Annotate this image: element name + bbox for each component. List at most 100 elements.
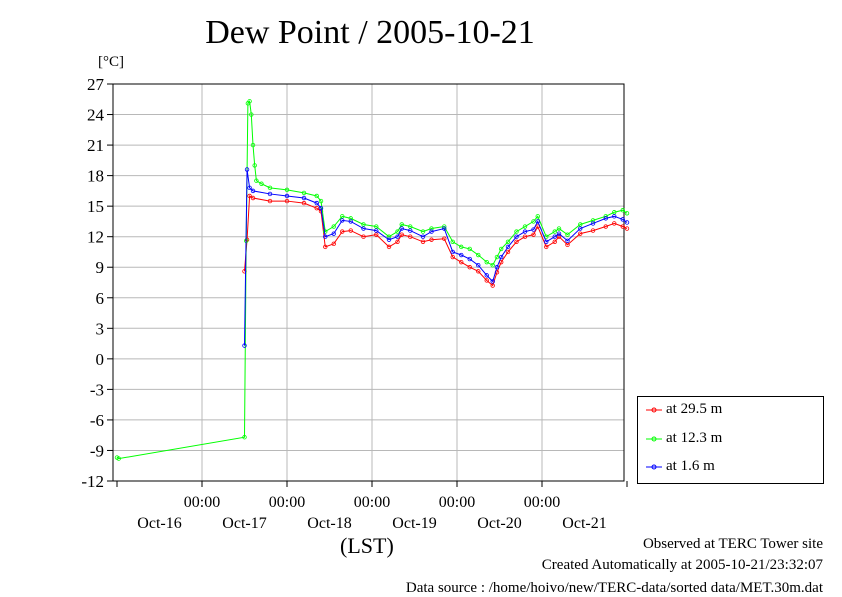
x-tick-date-label: Oct-17 — [222, 515, 266, 532]
series-point-0 — [247, 193, 252, 199]
series-point-0 — [624, 226, 630, 231]
series-point-1 — [420, 229, 426, 234]
series-point-2 — [490, 279, 495, 284]
series-point-2 — [590, 221, 596, 226]
y-tick-label: 15 — [87, 197, 104, 216]
series-point-1 — [348, 216, 353, 221]
series-point-1 — [386, 234, 392, 239]
series-point-2 — [250, 188, 256, 194]
series-point-1 — [459, 244, 464, 250]
series-point-2 — [467, 256, 472, 262]
series-point-2 — [514, 234, 519, 239]
series-point-1 — [565, 232, 570, 237]
series-point-2 — [544, 239, 549, 244]
y-tick-label: -12 — [81, 472, 104, 491]
series-point-1 — [116, 456, 121, 461]
y-axis-unit-label: [°C] — [98, 54, 124, 70]
series-point-0 — [467, 265, 472, 270]
series-point-1 — [301, 190, 307, 196]
series-point-0 — [386, 244, 392, 250]
series-point-0 — [544, 244, 549, 250]
series-point-1 — [361, 222, 366, 227]
y-tick-label: 12 — [87, 228, 104, 247]
series-point-2 — [578, 226, 583, 231]
series-point-1 — [467, 246, 472, 252]
series-point-0 — [514, 239, 519, 244]
series-point-2 — [348, 219, 353, 224]
y-tick-label: 27 — [87, 75, 105, 94]
series-point-1 — [505, 239, 511, 244]
y-tick-label: 24 — [87, 106, 105, 125]
series-point-0 — [244, 237, 250, 242]
series-point-1 — [252, 163, 257, 168]
series-point-0 — [348, 228, 353, 233]
footer-created: Created Automatically at 2005-10-21/23:3… — [541, 557, 823, 573]
series-point-0 — [459, 259, 464, 265]
series-line-2 — [244, 169, 628, 346]
legend-marker-12-3m — [646, 436, 662, 442]
series-point-2 — [408, 228, 413, 233]
series-point-1 — [318, 198, 324, 204]
series-point-1 — [490, 262, 495, 268]
series-point-1 — [450, 239, 455, 244]
footer-source: Data source : /home/hoivo/new/TERC-data/… — [405, 580, 823, 596]
x-tick-time-label: 00:00 — [439, 494, 475, 511]
series-point-1 — [552, 229, 557, 234]
y-tick-label: -9 — [90, 441, 104, 460]
legend-marker-1-6m — [646, 464, 662, 470]
series-point-2 — [267, 191, 273, 197]
series-point-1 — [254, 178, 259, 183]
y-tick-label: -3 — [90, 380, 104, 399]
y-tick-label: 18 — [87, 167, 104, 186]
series-point-0 — [556, 234, 562, 239]
series-point-1 — [522, 224, 528, 229]
series-point-0 — [267, 198, 273, 204]
series-point-2 — [459, 252, 464, 258]
series-point-2 — [420, 234, 426, 239]
series-point-2 — [399, 226, 404, 231]
series-point-1 — [249, 112, 254, 117]
series-point-2 — [340, 218, 345, 223]
legend-marker-29-5m — [646, 407, 662, 413]
series-point-2 — [450, 249, 455, 255]
series-point-0 — [340, 229, 345, 234]
series-point-1 — [484, 259, 489, 265]
legend: at 29.5 m at 12.3 m at 1.6 m — [637, 396, 824, 484]
series-point-0 — [408, 234, 413, 239]
series-point-1 — [494, 254, 500, 260]
y-tick-label: -6 — [90, 411, 104, 430]
x-tick-date-label: Oct-18 — [307, 515, 351, 532]
series-point-2 — [620, 217, 625, 222]
series-point-1 — [514, 229, 519, 234]
series-point-2 — [442, 226, 447, 231]
series-point-0 — [484, 278, 489, 283]
series-point-2 — [314, 200, 319, 206]
legend-label-12-3m: at 12.3 m — [666, 430, 723, 446]
series-point-0 — [450, 254, 455, 260]
series-point-1 — [590, 218, 596, 223]
series-point-2 — [374, 228, 379, 233]
series-point-0 — [476, 269, 481, 274]
legend-label-1-6m: at 1.6 m — [666, 458, 715, 474]
series-point-1 — [535, 214, 540, 219]
series-point-0 — [620, 224, 625, 229]
series-point-0 — [522, 234, 528, 239]
series-point-1 — [284, 187, 290, 193]
series-point-1 — [620, 208, 625, 213]
series-point-2 — [386, 237, 392, 242]
series-point-0 — [331, 241, 336, 247]
y-tick-label: 9 — [96, 258, 105, 277]
series-line-1 — [116, 100, 628, 460]
series-point-0 — [490, 283, 495, 288]
series-point-0 — [399, 232, 404, 237]
series-point-0 — [531, 232, 536, 237]
series-point-1 — [331, 224, 336, 229]
series-point-2 — [484, 273, 489, 278]
series-point-1 — [267, 185, 273, 191]
series-point-1 — [556, 226, 562, 231]
series-point-0 — [361, 234, 366, 239]
series-point-0 — [442, 236, 447, 241]
x-tick-date-label: Oct-19 — [392, 515, 436, 532]
series-point-0 — [395, 239, 400, 244]
